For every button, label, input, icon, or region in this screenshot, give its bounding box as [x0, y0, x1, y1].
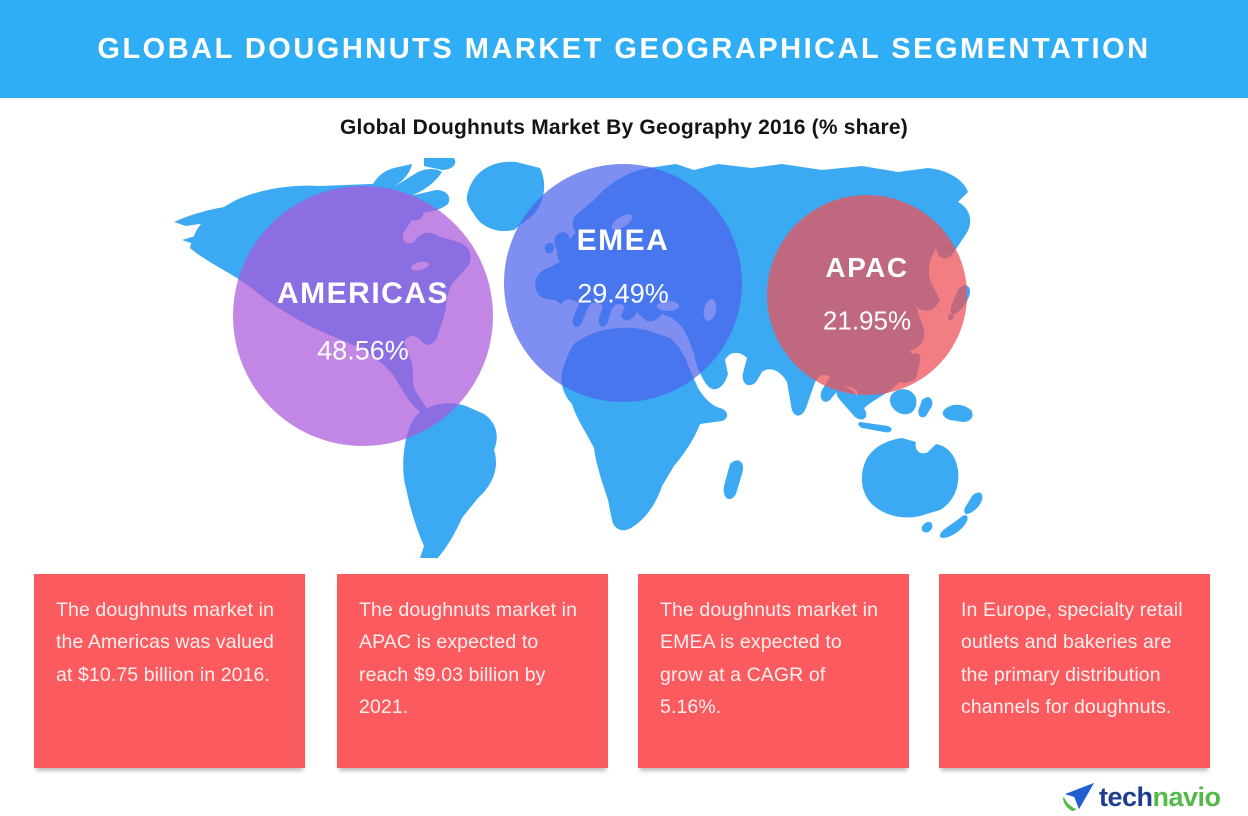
logo-text: technavio: [1099, 780, 1221, 814]
region-bubble-apac: APAC 21.95%: [767, 195, 967, 395]
info-card-emea-text: The doughnuts market in EMEA is expected…: [660, 599, 879, 719]
info-card-apac: The doughnuts market in APAC is expected…: [337, 574, 608, 768]
technavio-logo: technavio: [1063, 780, 1221, 814]
info-card-europe: In Europe, specialty retail outlets and …: [939, 574, 1210, 768]
logo-text-navio: navio: [1152, 782, 1222, 812]
logo-text-tech: tech: [1099, 782, 1153, 812]
region-bubble-emea: EMEA 29.49%: [504, 164, 742, 402]
header-banner: GLOBAL DOUGHNUTS MARKET GEOGRAPHICAL SEG…: [0, 0, 1248, 98]
map-arctic-islet: [424, 158, 456, 170]
map-arctic-strip-2: [182, 224, 282, 244]
map-tasmania: [921, 521, 933, 533]
region-name-americas: AMERICAS: [276, 276, 449, 310]
map-arctic-strip-1: [174, 204, 274, 226]
map-madagascar: [723, 460, 744, 500]
map-borneo: [889, 389, 917, 415]
map-sulawesi: [918, 397, 933, 418]
region-share-apac: 21.95%: [822, 305, 912, 336]
region-name-emea: EMEA: [576, 224, 670, 258]
map-new-zealand-north: [964, 492, 983, 515]
map-java: [858, 422, 892, 433]
info-card-americas-text: The doughnuts market in the Americas was…: [56, 599, 275, 686]
info-card-apac-text: The doughnuts market in APAC is expected…: [359, 599, 578, 719]
region-bubble-americas: AMERICAS 48.56%: [233, 186, 493, 446]
map-sumatra: [836, 386, 867, 420]
map-australia: [861, 438, 959, 518]
region-share-americas: 48.56%: [317, 335, 409, 366]
technavio-logo-icon: [1063, 782, 1095, 812]
map-iceland: [515, 192, 535, 207]
region-name-apac: APAC: [825, 252, 909, 283]
map-new-zealand-south: [939, 515, 968, 538]
chart-subtitle: Global Doughnuts Market By Geography 201…: [340, 116, 908, 139]
page-title: GLOBAL DOUGHNUTS MARKET GEOGRAPHICAL SEG…: [97, 32, 1151, 65]
info-card-emea: The doughnuts market in EMEA is expected…: [638, 574, 909, 768]
map-south-america: [403, 403, 497, 558]
info-card-americas: The doughnuts market in the Americas was…: [34, 574, 305, 768]
map-new-guinea: [942, 404, 973, 422]
region-share-emea: 29.49%: [577, 278, 669, 309]
info-card-europe-text: In Europe, specialty retail outlets and …: [961, 599, 1183, 719]
